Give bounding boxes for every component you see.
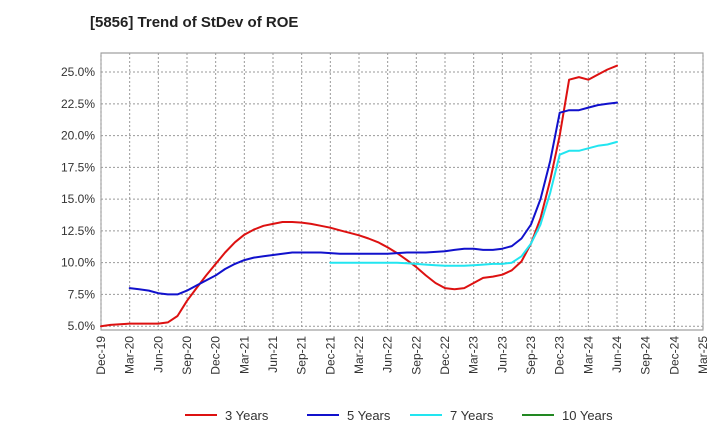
x-tick-label: Dec-21 <box>323 336 337 375</box>
x-tick-label: Sep-24 <box>639 336 653 375</box>
legend: 3 Years 5 Years 7 Years 10 Years <box>185 408 613 423</box>
x-tick-label: Mar-24 <box>581 336 595 374</box>
legend-label: 10 Years <box>562 408 613 423</box>
legend-label: 5 Years <box>347 408 391 423</box>
x-tick-label: Dec-20 <box>209 336 223 375</box>
series-line-5-years <box>128 101 618 296</box>
x-tick-label: Dec-22 <box>438 336 452 375</box>
series-lines <box>100 64 618 328</box>
y-tick-label: 5.0% <box>68 319 96 333</box>
x-tick-label: Sep-22 <box>409 336 423 375</box>
y-tick-label: 15.0% <box>61 192 95 206</box>
x-tick-label: Sep-23 <box>524 336 538 375</box>
y-tick-label: 25.0% <box>61 65 95 79</box>
series-line-7-years <box>329 140 618 267</box>
y-tick-label: 17.5% <box>61 160 95 174</box>
x-tick-label: Jun-24 <box>610 336 624 373</box>
y-tick-label: 20.0% <box>61 129 95 143</box>
y-tick-label: 22.5% <box>61 97 95 111</box>
x-tick-label: Sep-20 <box>180 336 194 375</box>
x-tick-label: Dec-19 <box>94 336 108 375</box>
y-tick-label: 12.5% <box>61 224 95 238</box>
legend-label: 3 Years <box>225 408 269 423</box>
x-tick-label: Mar-25 <box>696 336 710 374</box>
x-tick-label: Jun-21 <box>266 336 280 373</box>
x-axis: Dec-19 Mar-20 Jun-20 Sep-20 Dec-20 Mar-21 Jun-… <box>94 336 710 375</box>
x-tick-label: Jun-22 <box>381 336 395 373</box>
y-tick-label: 10.0% <box>61 256 95 270</box>
x-tick-label: Jun-23 <box>495 336 509 373</box>
x-tick-label: Mar-22 <box>352 336 366 374</box>
y-tick-label: 7.5% <box>68 287 96 301</box>
chart-title: [5856] Trend of StDev of ROE <box>90 14 298 31</box>
x-tick-label: Sep-21 <box>295 336 309 375</box>
x-tick-label: Mar-20 <box>123 336 137 374</box>
x-tick-label: Jun-20 <box>151 336 165 373</box>
x-tick-label: Dec-23 <box>553 336 567 375</box>
legend-label: 7 Years <box>450 408 494 423</box>
x-tick-label: Dec-24 <box>667 336 681 375</box>
x-tick-label: Mar-21 <box>237 336 251 374</box>
x-tick-label: Mar-23 <box>467 336 481 374</box>
y-axis: 5.0% 7.5% 10.0% 12.5% 15.0% 17.5% 20.0% 22.5% 25… <box>61 65 95 333</box>
